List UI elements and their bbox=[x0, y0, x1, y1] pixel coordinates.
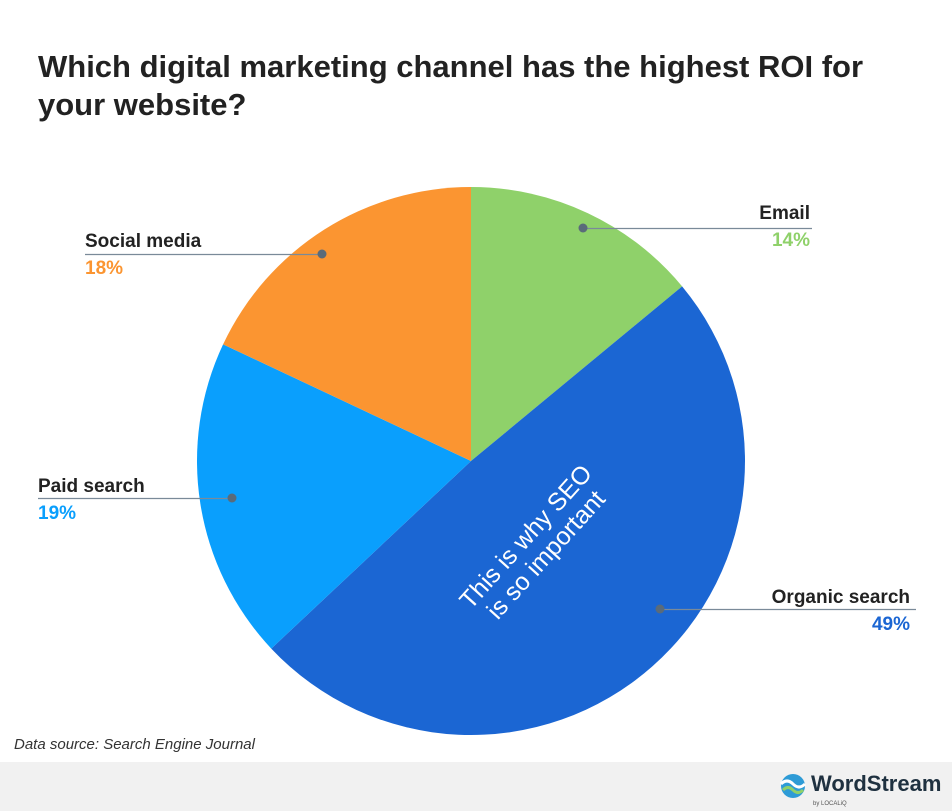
pie-slice bbox=[271, 286, 745, 735]
pie-slice bbox=[197, 344, 471, 649]
value-label: 49% bbox=[872, 614, 910, 635]
brand-name: WordStream bbox=[811, 771, 941, 796]
chart-title: Which digital marketing channel has the … bbox=[38, 49, 864, 122]
pie-slice bbox=[471, 187, 683, 461]
pie-slice bbox=[223, 187, 471, 461]
leader-dot bbox=[317, 249, 327, 259]
brand-sub: by LOCALiQ bbox=[813, 801, 847, 807]
value-label: 19% bbox=[38, 503, 76, 524]
source-note: Data source: Search Engine Journal bbox=[14, 736, 256, 753]
leader-dot bbox=[227, 493, 237, 503]
value-label: 14% bbox=[772, 230, 810, 251]
footer-band bbox=[0, 762, 952, 811]
slice-label: Paid search bbox=[38, 476, 145, 497]
slice-label: Organic search bbox=[772, 587, 910, 608]
value-label: 18% bbox=[85, 258, 123, 279]
slice-label: Social media bbox=[85, 231, 202, 252]
slice-label: Email bbox=[759, 203, 810, 224]
leader-dot bbox=[578, 223, 588, 233]
brand-logo bbox=[779, 774, 807, 798]
leader-dot bbox=[655, 604, 665, 614]
